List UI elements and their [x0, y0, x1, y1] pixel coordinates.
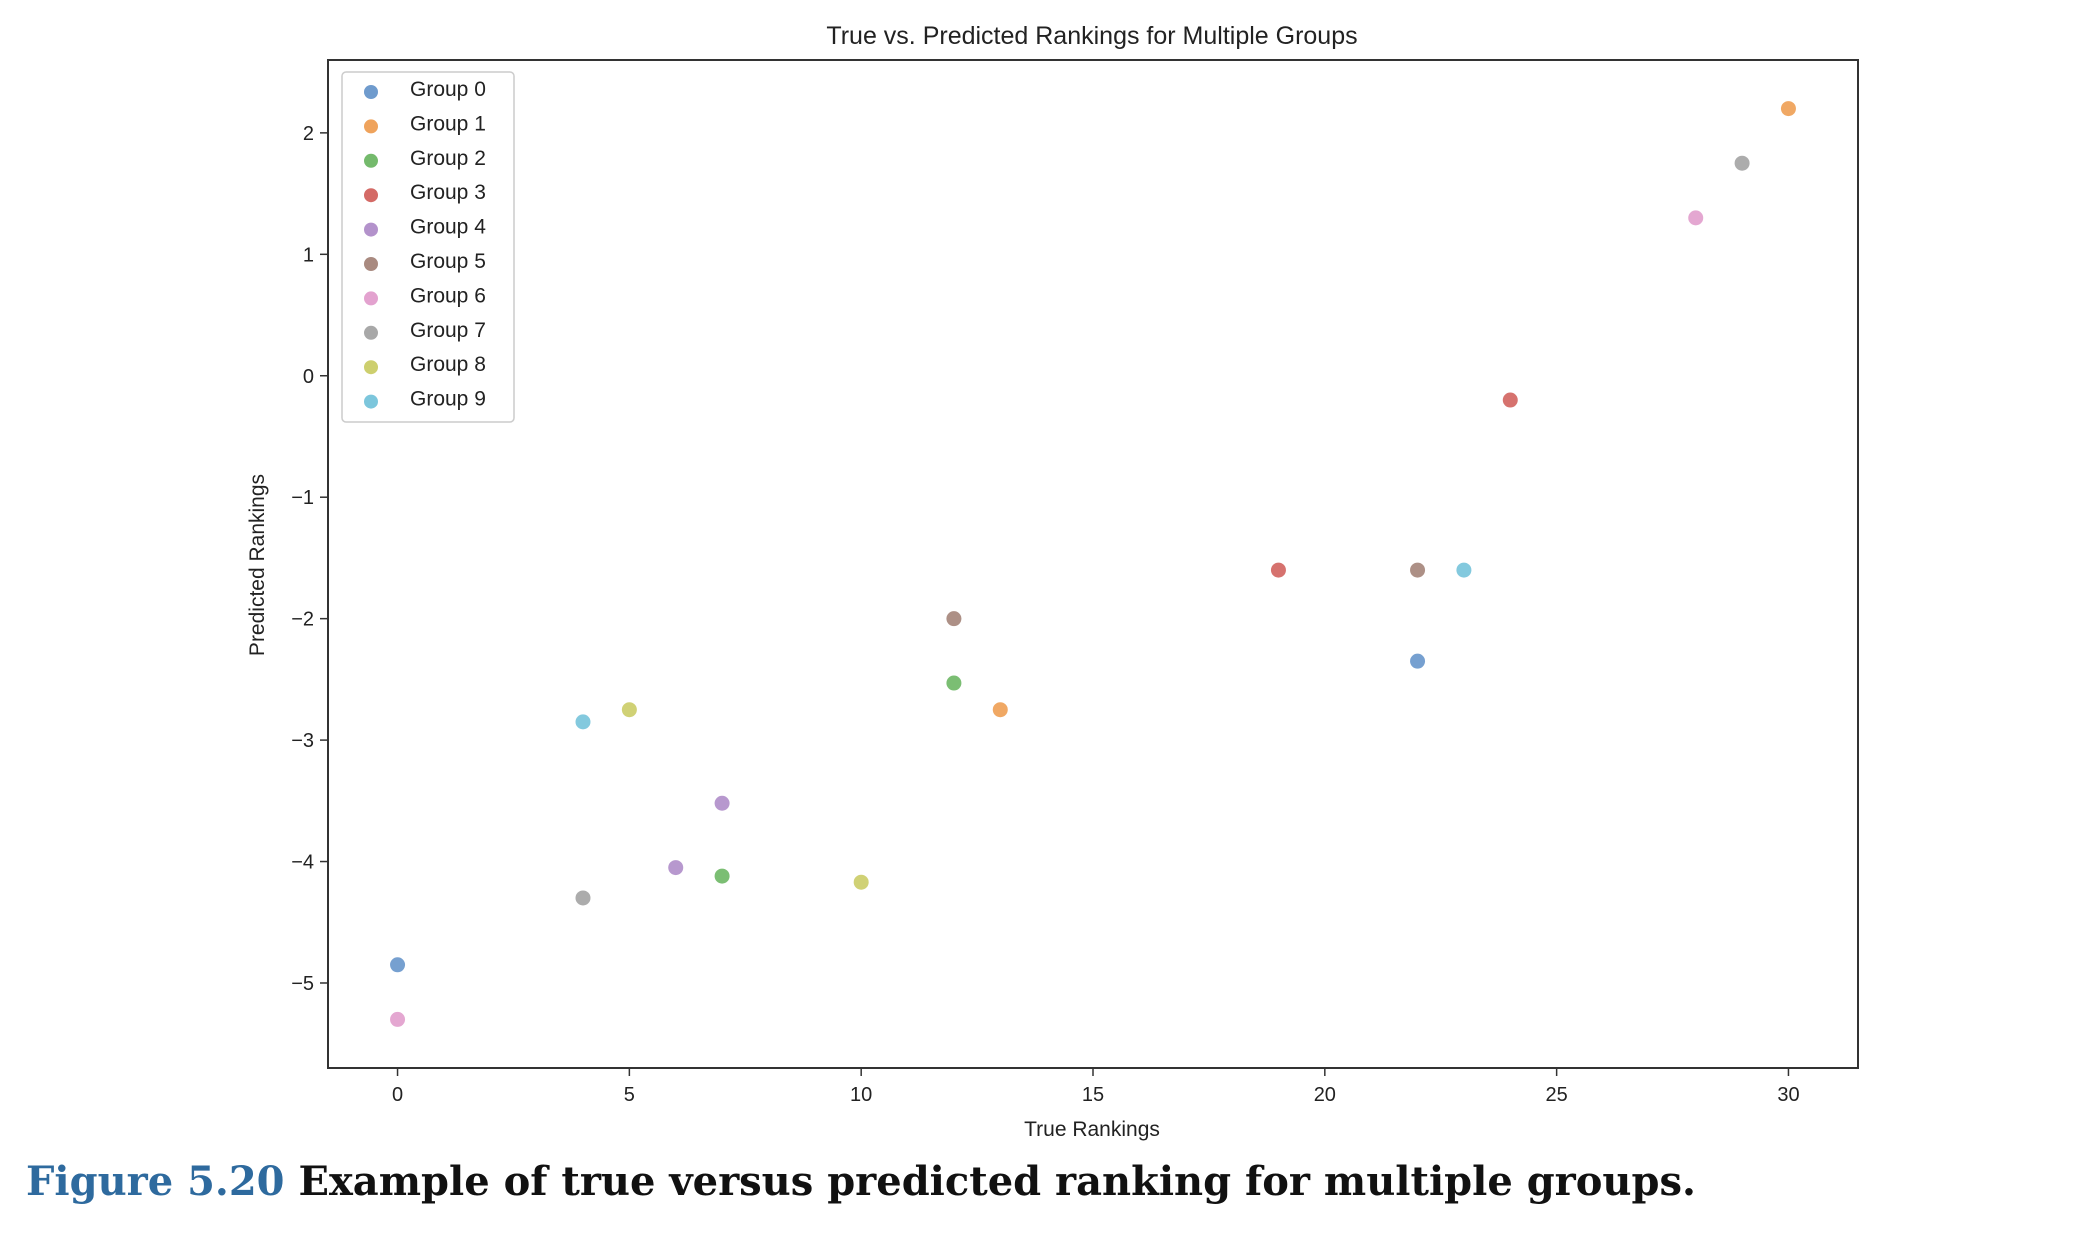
data-point: [1410, 653, 1426, 669]
x-tick-label: 0: [392, 1084, 403, 1106]
legend-label: Group 4: [410, 216, 486, 239]
legend-label: Group 5: [410, 250, 486, 273]
legend-label: Group 0: [410, 78, 486, 101]
legend-frame: [341, 71, 515, 423]
data-point: [390, 1011, 406, 1027]
data-point: [946, 675, 962, 691]
x-axis: 0 5 10 15 20 25 30: [392, 1068, 1800, 1106]
legend-marker: [364, 257, 378, 271]
x-tick-label: 25: [1546, 1084, 1568, 1106]
legend-marker: [364, 325, 378, 340]
data-point: [1688, 210, 1704, 226]
figure-caption: Figure 5.20 Example of true versus predi…: [26, 1158, 1696, 1205]
y-axis: −5 −4 −3 −2 −1 0 1 2: [291, 123, 328, 995]
data-point: [992, 702, 1008, 718]
legend-label: Group 8: [410, 353, 486, 376]
figure-caption-text: Example of true versus predicted ranking…: [298, 1158, 1696, 1205]
y-tick-label: 1: [303, 244, 314, 266]
data-point: [714, 795, 730, 811]
x-axis-label: True Rankings: [1024, 1118, 1160, 1141]
figure-label: Figure 5.20: [26, 1158, 285, 1205]
x-tick-label: 15: [1082, 1084, 1104, 1106]
data-point: [1502, 392, 1518, 408]
legend-marker: [364, 360, 378, 375]
data-points: [390, 101, 1796, 1027]
data-point: [714, 868, 730, 884]
legend-label: Group 6: [410, 284, 486, 307]
legend-label: Group 3: [410, 181, 486, 204]
legend-label: Group 9: [410, 388, 486, 411]
legend: Group 0 Group 1 Group 2 Group 3 Group 4 Group…: [341, 71, 515, 423]
data-point: [1780, 101, 1796, 117]
legend-label: Group 7: [410, 319, 486, 342]
y-axis-label: Predicted Rankings: [246, 474, 269, 656]
legend-marker: [364, 188, 378, 203]
y-tick-label: 2: [303, 123, 314, 145]
legend-label: Group 2: [410, 147, 486, 170]
data-point: [853, 874, 869, 890]
legend-marker: [364, 153, 378, 168]
y-tick-label: 0: [303, 366, 314, 388]
data-point: [390, 957, 406, 973]
plot-area: [327, 59, 1859, 1069]
data-point: [575, 890, 591, 906]
x-tick-label: 5: [624, 1084, 635, 1106]
data-point: [1270, 562, 1286, 578]
x-tick-label: 30: [1777, 1084, 1799, 1106]
y-tick-label: −3: [291, 730, 314, 752]
legend-marker: [364, 85, 378, 99]
x-tick-label: 20: [1314, 1084, 1336, 1106]
legend-marker: [364, 291, 378, 306]
x-tick-label: 10: [850, 1084, 872, 1106]
y-tick-label: −4: [291, 852, 314, 874]
legend-marker: [364, 119, 378, 134]
data-point: [946, 611, 962, 627]
data-point: [1410, 562, 1426, 578]
chart-title: True vs. Predicted Rankings for Multiple…: [826, 22, 1357, 50]
y-tick-label: −5: [291, 973, 314, 995]
y-tick-label: −1: [291, 487, 314, 509]
legend-marker: [364, 222, 378, 237]
data-point: [621, 702, 637, 718]
data-point: [668, 860, 684, 876]
y-tick-label: −2: [291, 609, 314, 631]
data-point: [1456, 562, 1472, 578]
data-point: [1734, 155, 1750, 171]
legend-label: Group 1: [410, 112, 486, 135]
data-point: [575, 714, 591, 730]
legend-marker: [364, 394, 378, 409]
